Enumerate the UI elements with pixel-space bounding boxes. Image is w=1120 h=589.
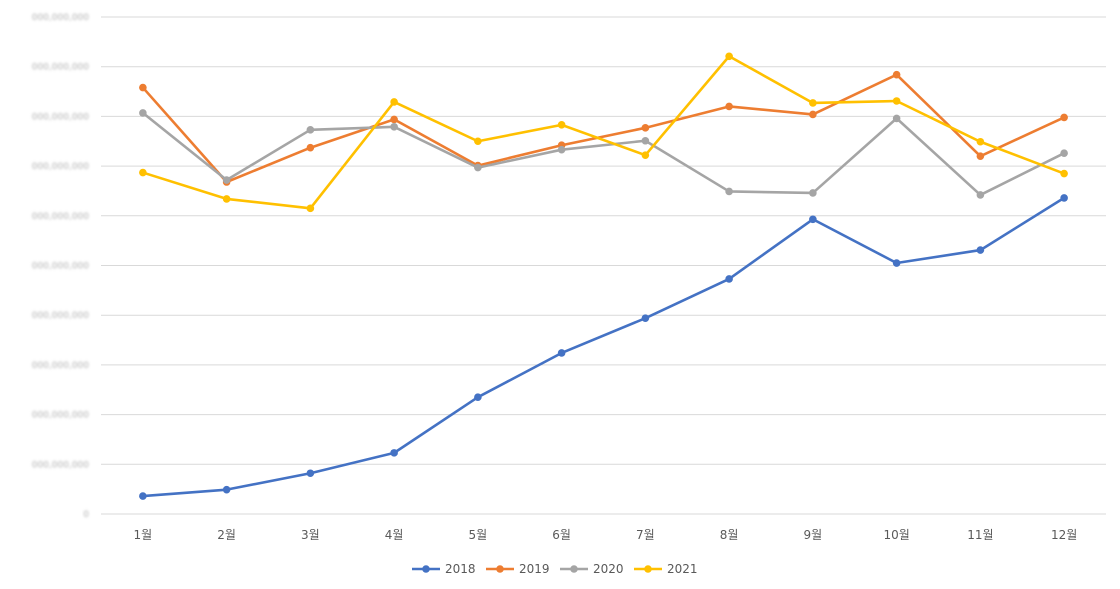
- x-tick-label: 5월: [469, 528, 488, 542]
- legend-swatch-marker: [422, 565, 430, 573]
- data-point: [1060, 194, 1068, 202]
- data-point: [641, 124, 650, 132]
- data-point: [976, 191, 985, 199]
- data-point: [557, 121, 566, 129]
- data-point: [809, 99, 817, 107]
- y-tick-label: 000,000,000: [32, 460, 90, 470]
- x-tick-label: 9월: [804, 528, 823, 542]
- data-point: [390, 98, 398, 106]
- y-tick-label: 000,000,000: [32, 411, 90, 421]
- legend-swatch-marker: [644, 565, 652, 573]
- data-point: [139, 168, 147, 177]
- series-2020: [139, 109, 1068, 199]
- data-point: [306, 143, 315, 152]
- legend-swatch-marker: [570, 565, 578, 573]
- x-tick-label: 12월: [1051, 528, 1077, 542]
- x-tick-label: 11월: [967, 528, 993, 542]
- legend-label: 2018: [445, 562, 476, 576]
- data-point: [139, 492, 147, 500]
- legend-label: 2020: [593, 562, 624, 576]
- x-tick-label: 2월: [217, 528, 236, 542]
- data-point: [474, 137, 482, 146]
- x-tick-label: 7월: [636, 528, 655, 542]
- x-tick-label: 1월: [134, 528, 153, 542]
- y-tick-label: 000,000,000: [32, 311, 90, 321]
- x-tick-label: 10월: [883, 528, 909, 542]
- x-tick-label: 4월: [385, 528, 404, 542]
- data-point: [1060, 169, 1068, 178]
- data-point: [725, 52, 733, 61]
- series-group: [139, 52, 1068, 500]
- y-tick-label: 000,000,000: [32, 162, 90, 172]
- y-tick-label: 000,000,000: [32, 212, 90, 222]
- data-point: [222, 485, 231, 494]
- gridlines: [101, 16, 1106, 515]
- data-point: [557, 349, 566, 357]
- data-point: [892, 114, 901, 123]
- series-2019: [139, 70, 1068, 186]
- data-point: [892, 70, 901, 79]
- series-line: [141, 196, 1066, 498]
- y-tick-label: 0: [83, 510, 89, 520]
- x-tick-label: 8월: [720, 528, 739, 542]
- data-point: [641, 151, 650, 159]
- y-axis-ticks: 0 000,000,000 000,000,000 000,000,000 000,00…: [32, 13, 90, 520]
- data-point: [474, 393, 482, 402]
- legend-item: 2020: [560, 562, 624, 576]
- data-point: [725, 275, 733, 283]
- data-point: [892, 259, 901, 267]
- x-tick-label: 6월: [552, 528, 571, 542]
- legend-item: 2018: [412, 562, 476, 576]
- data-point: [1060, 149, 1068, 157]
- series-2021: [139, 52, 1068, 213]
- legend-label: 2021: [667, 562, 698, 576]
- legend-label: 2019: [519, 562, 550, 576]
- data-point: [474, 163, 482, 172]
- data-point: [976, 246, 985, 254]
- x-axis-ticks: 1월 2월 3월 4월 5월 6월 7월 8월 9월 10월 11월 12월: [134, 528, 1078, 542]
- data-point: [139, 83, 147, 92]
- data-point: [306, 204, 315, 213]
- data-point: [809, 215, 817, 224]
- data-point: [390, 449, 398, 457]
- data-point: [306, 469, 315, 478]
- x-tick-label: 3월: [301, 528, 320, 542]
- data-point: [892, 97, 901, 105]
- data-point: [641, 136, 650, 145]
- data-point: [390, 115, 398, 124]
- y-tick-label: 000,000,000: [32, 262, 90, 272]
- legend-item: 2021: [634, 562, 698, 576]
- data-point: [557, 145, 566, 154]
- legend-swatch-marker: [496, 565, 504, 573]
- series-line: [141, 111, 1066, 197]
- data-point: [725, 187, 733, 196]
- series-line: [141, 54, 1066, 210]
- legend-item: 2019: [486, 562, 550, 576]
- data-point: [809, 189, 817, 197]
- data-point: [976, 137, 985, 146]
- data-point: [976, 152, 985, 160]
- series-2018: [139, 194, 1068, 500]
- y-tick-label: 000,000,000: [32, 13, 90, 23]
- data-point: [1060, 113, 1068, 122]
- legend: 2018 2019 2020 2021: [412, 562, 698, 576]
- data-point: [725, 102, 733, 111]
- data-point: [139, 109, 147, 117]
- data-point: [222, 195, 231, 203]
- y-tick-label: 000,000,000: [32, 361, 90, 371]
- data-point: [390, 123, 398, 131]
- data-point: [809, 110, 817, 119]
- data-point: [306, 126, 315, 134]
- data-point: [641, 314, 650, 322]
- data-point: [222, 176, 231, 184]
- series-line: [141, 73, 1066, 184]
- y-tick-label: 000,000,000: [32, 112, 90, 122]
- y-tick-label: 000,000,000: [32, 63, 90, 73]
